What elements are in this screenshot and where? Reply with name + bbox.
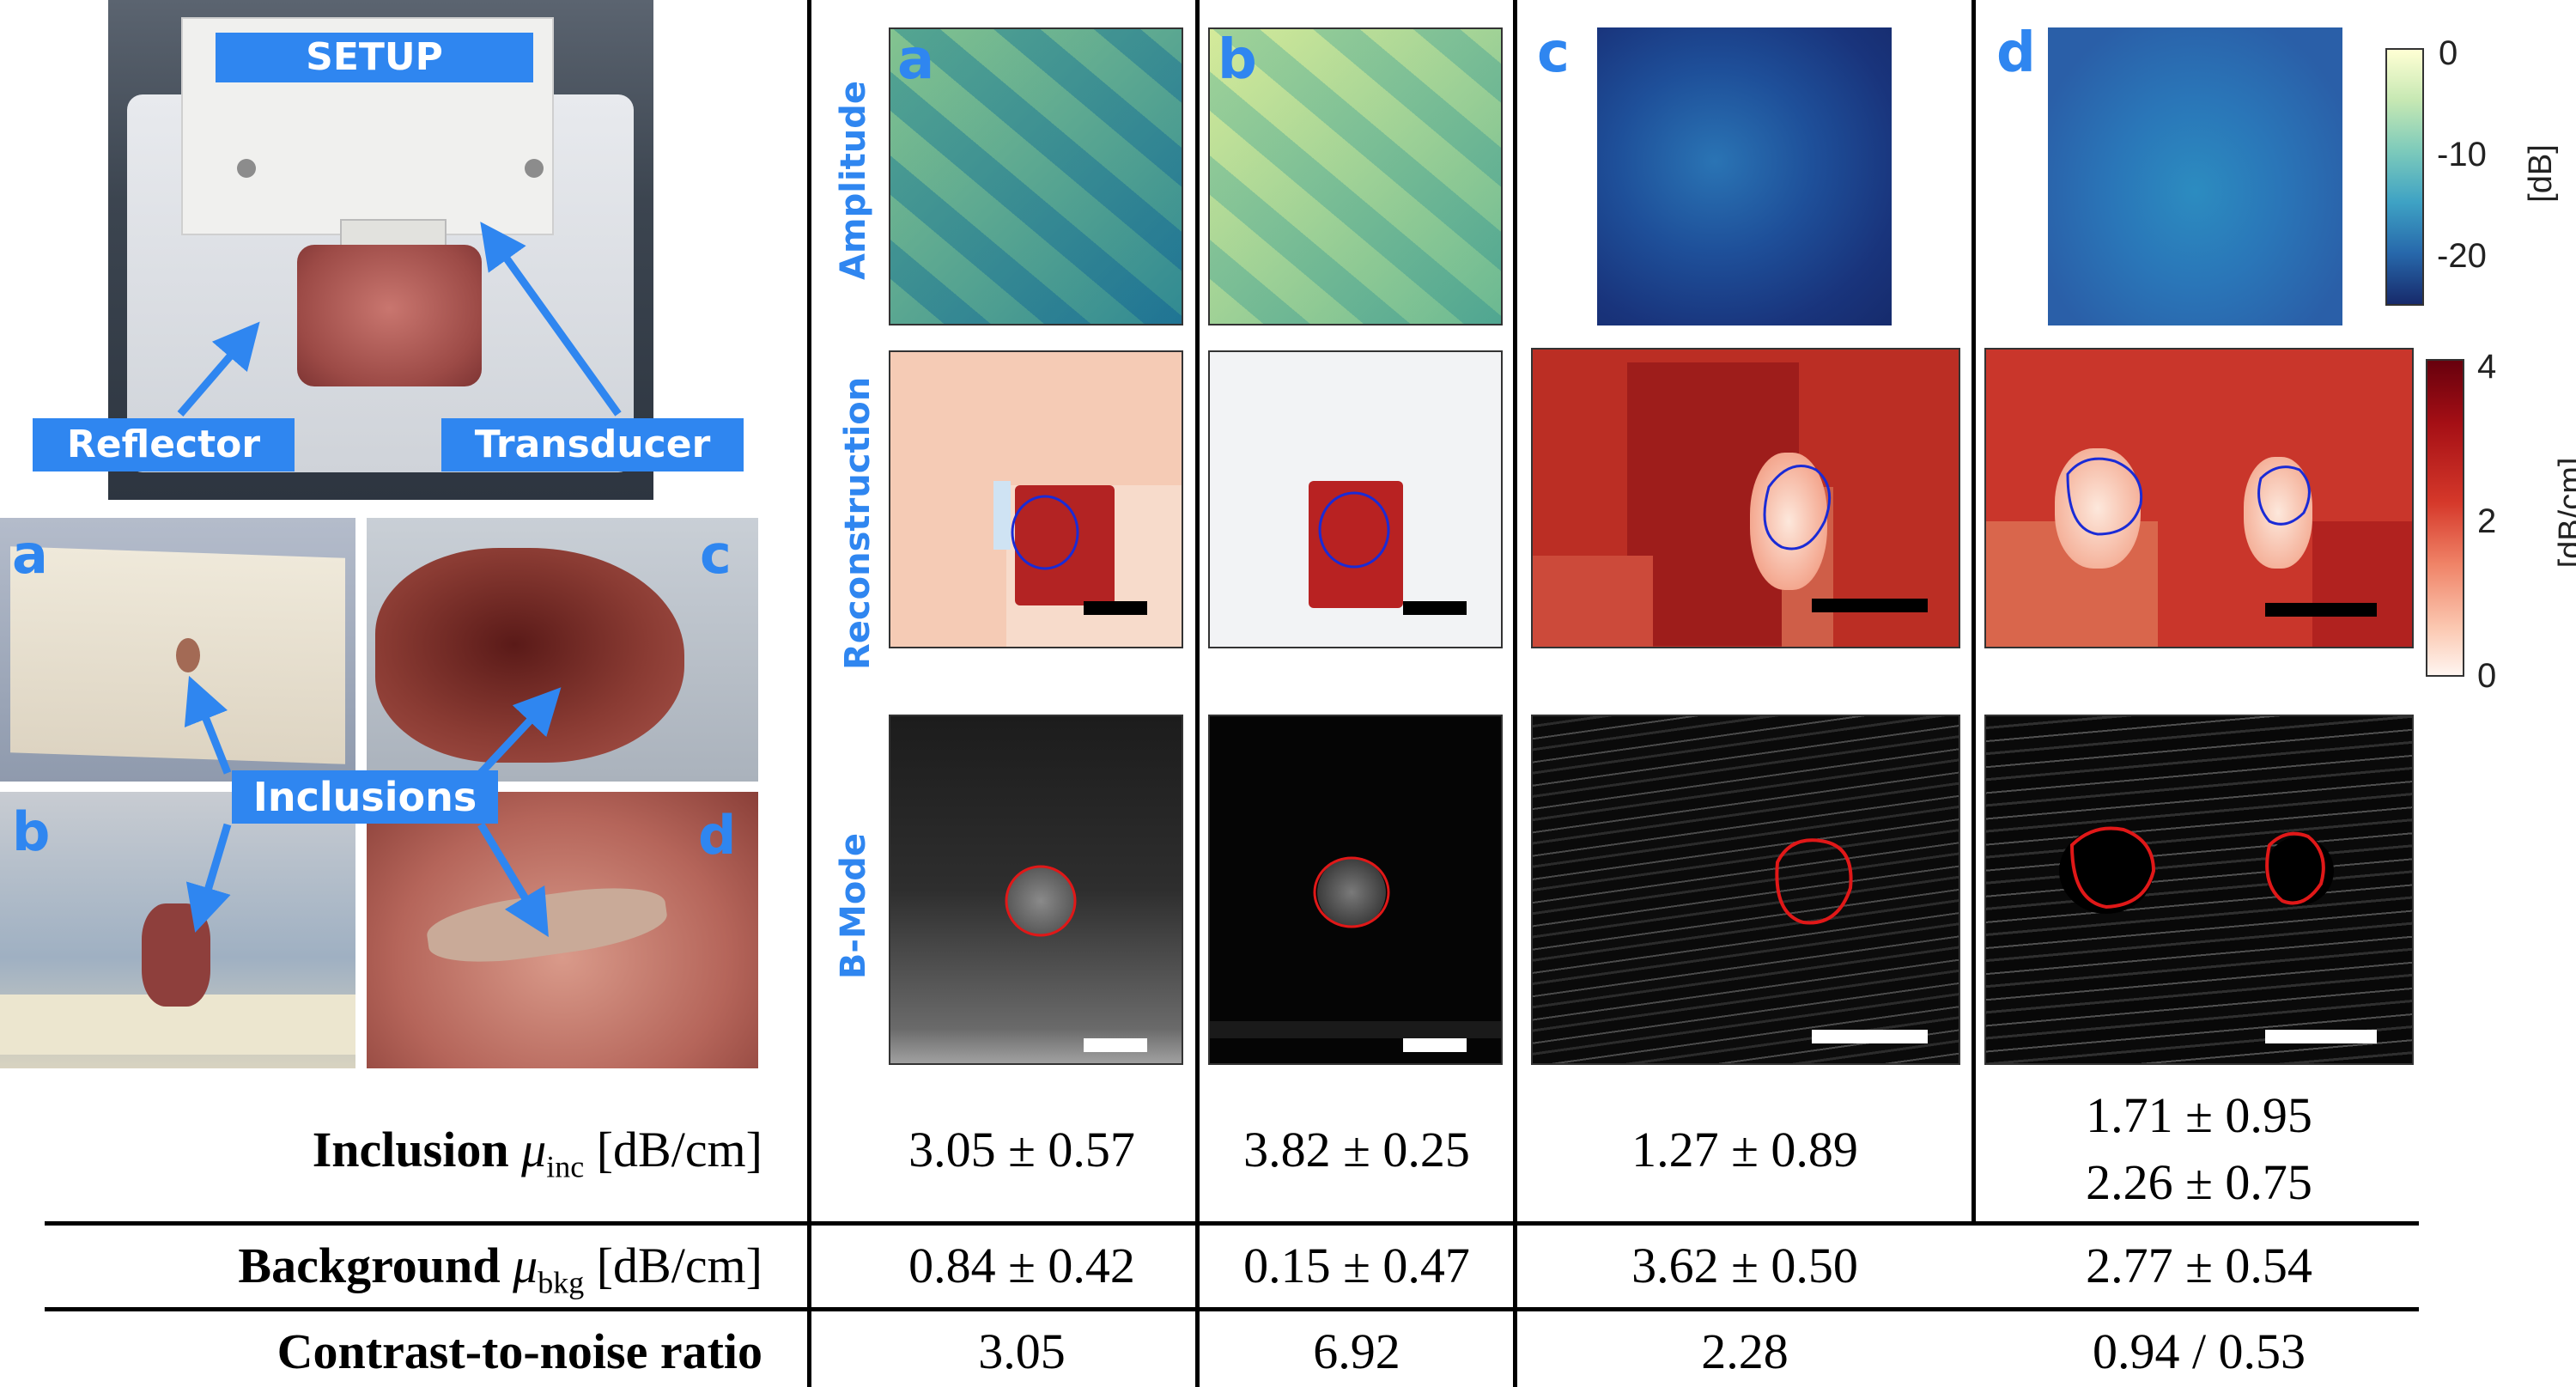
inclusion-value-a: 3.05 ± 0.57 [908,1122,1135,1177]
scalebar-bmode-b [1403,1038,1467,1052]
row-label-reconstruction: Reconstruction [838,376,878,670]
sample-letter-d: d [698,804,737,867]
label-background-unit: [dB/cm] [596,1238,762,1293]
inclusion-value-d1: 1.71 ± 0.95 [2086,1087,2312,1143]
label-background-text: Background [238,1238,501,1293]
label-background-sub: bkg [538,1265,585,1300]
bmode-panel-b [1208,715,1503,1065]
amplitude-panel-a [889,27,1183,325]
amp-colorbar-unit: [dB] [2523,144,2559,203]
sample-letter-c: c [700,523,732,586]
sample-photo-d: d [367,792,758,1068]
cnr-value-d: 0.94 / 0.53 [2092,1323,2306,1379]
scalebar-recon-d [2265,603,2377,617]
label-inclusion-symbol: μ [521,1122,547,1177]
scalebar-recon-b [1403,601,1467,615]
setup-label: SETUP [216,33,533,82]
reconstruction-panel-c [1531,348,1960,648]
amp-tick-20: -20 [2437,237,2487,275]
divider-photos [807,0,811,1387]
scalebar-recon-a [1084,601,1147,615]
reconstruction-panel-d [1984,348,2414,648]
reconstruction-colorbar [2426,359,2464,677]
row-label-bmode: B-Mode [834,832,873,980]
scalebar-bmode-c [1812,1030,1928,1043]
background-value-c: 3.62 ± 0.50 [1631,1238,1858,1293]
inclusion-value-d2: 2.26 ± 0.75 [2086,1154,2312,1210]
scalebar-bmode-a [1084,1038,1147,1052]
divider-bc [1513,0,1517,1387]
table-rule-2 [45,1307,2419,1311]
divider-ab [1195,0,1200,1387]
sample-photo-b: b [0,792,355,1068]
reflector-label: Reflector [33,418,295,471]
recon-tick-2: 2 [2477,502,2497,540]
inclusion-value-c: 1.27 ± 0.89 [1631,1122,1858,1177]
amplitude-panel-c [1597,27,1892,325]
table-rule-1 [45,1221,2419,1226]
table-row-label-background: Background μbkg [dB/cm] [238,1237,762,1301]
column-letter-c: c [1537,21,1570,85]
label-inclusion-sub: inc [546,1149,585,1184]
scalebar-recon-c [1812,599,1928,612]
column-letter-b: b [1218,28,1257,92]
bmode-panel-d [1984,715,2414,1065]
label-inclusion-unit: [dB/cm] [596,1122,762,1177]
column-letter-d: d [1996,21,2036,85]
inclusions-label: Inclusions [232,770,498,824]
tissue-sample [297,245,482,386]
cnr-value-b: 6.92 [1313,1323,1400,1379]
sample-photo-a: a [0,518,355,782]
sample-photo-c: c [367,518,758,782]
table-row-label-cnr: Contrast-to-noise ratio [277,1323,762,1380]
label-background-symbol: μ [513,1238,538,1293]
amp-tick-0: 0 [2439,34,2458,72]
label-cnr-text: Contrast-to-noise ratio [276,1323,762,1379]
cnr-value-c: 2.28 [1701,1323,1789,1379]
background-value-a: 0.84 ± 0.42 [908,1238,1135,1293]
sample-letter-b: b [12,800,51,863]
amplitude-colorbar [2385,48,2424,306]
bmode-panel-c [1531,715,1960,1065]
amplitude-panel-d [2048,27,2342,325]
background-value-b: 0.15 ± 0.47 [1243,1238,1470,1293]
table-row-label-inclusion: Inclusion μinc [dB/cm] [313,1121,762,1185]
transducer-label: Transducer [441,418,744,471]
mount-screw-left [237,159,256,178]
column-letter-a: a [897,28,935,92]
cnr-value-a: 3.05 [978,1323,1066,1379]
amp-tick-10: -10 [2437,136,2487,173]
label-inclusion-text: Inclusion [312,1122,509,1177]
recon-tick-0: 0 [2477,657,2497,695]
row-label-amplitude: Amplitude [834,80,873,281]
bmode-panel-a [889,715,1183,1065]
background-value-d: 2.77 ± 0.54 [2086,1238,2312,1293]
recon-tick-4: 4 [2477,348,2497,386]
amplitude-panel-b [1208,27,1503,325]
inclusion-value-b: 3.82 ± 0.25 [1243,1122,1470,1177]
recon-colorbar-unit: [dB/cm] [2553,457,2576,569]
scalebar-bmode-d [2265,1030,2377,1043]
mount-screw-right [525,159,544,178]
divider-cd [1971,0,1976,1224]
reconstruction-panel-b [1208,350,1503,648]
sample-letter-a: a [12,523,48,586]
reconstruction-panel-a [889,350,1183,648]
